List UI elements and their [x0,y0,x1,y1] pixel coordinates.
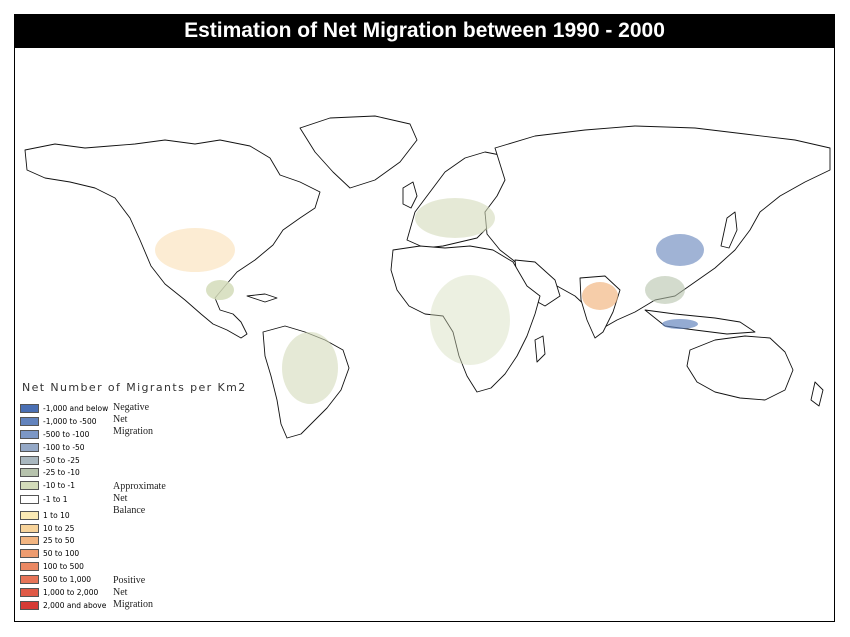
legend-swatch [20,456,39,465]
legend-item: 500 to 1,000 [20,574,91,585]
legend-item: -25 to -10 [20,467,80,478]
legend-item: 50 to 100 [20,548,79,559]
africa-landmass [390,245,541,393]
uk-landmass [402,181,418,209]
africa-mixed-migration [430,275,510,365]
map-title: Estimation of Net Migration between 1990… [14,14,835,48]
legend-label: 1,000 to 2,000 [43,588,99,597]
japan-landmass [720,211,738,249]
legend-group-line: Positive [113,575,146,586]
legend-swatch [20,511,39,520]
legend-label: 100 to 500 [43,562,84,571]
legend-swatch [20,562,39,571]
legend-item: -50 to -25 [20,455,80,466]
legend-label: 2,000 and above [43,601,107,610]
new-zealand-landmass [810,381,824,407]
legend-group-line: Net [113,587,128,598]
madagascar-landmass [534,335,546,363]
legend-label: 500 to 1,000 [43,575,92,584]
indonesia-islands [644,309,756,335]
legend-item: 1,000 to 2,000 [20,587,98,598]
legend-group-line: Negative [113,402,150,413]
legend-group-positive: Positive Net Migration [113,575,153,611]
legend-label: -50 to -25 [43,456,80,465]
legend-group-line: Migration [113,599,153,610]
legend-swatch [20,404,39,413]
legend-swatch [20,536,39,545]
legend-swatch [20,575,39,584]
mexico-mixed-migration [206,280,234,300]
legend-swatch [20,524,39,533]
legend-swatch [20,430,39,439]
europe-mixed-migration [415,198,495,238]
legend-label: -100 to -50 [43,443,85,452]
legend-item: 1 to 10 [20,510,70,521]
legend-label: 1 to 10 [43,511,70,520]
world-map [24,115,831,439]
legend-item: -500 to -100 [20,429,89,440]
legend-swatch [20,588,39,597]
legend-item: -1,000 and below [20,403,108,414]
legend-item: 100 to 500 [20,561,84,572]
legend-swatch [20,601,39,610]
greenland-landmass [299,115,418,189]
legend-group-negative: Negative Net Migration [113,402,153,438]
legend-item: 10 to 25 [20,523,74,534]
legend-label: -1 to 1 [43,495,68,504]
legend-group-line: Net [113,414,128,425]
legend-item: -10 to -1 [20,480,75,491]
caribbean-islands [246,293,278,303]
legend-label: -500 to -100 [43,430,90,439]
legend-label: -1,000 to -500 [43,417,97,426]
legend-swatch [20,495,39,504]
legend-item: -100 to -50 [20,442,85,453]
china-negative-migration [656,234,704,266]
legend-item: -1,000 to -500 [20,416,97,427]
southeast-asia-mixed-migration [645,276,685,304]
legend-label: 10 to 25 [43,524,75,533]
legend-swatch [20,468,39,477]
legend-title: Net Number of Migrants per Km2 [22,381,247,394]
legend-label: 50 to 100 [43,549,80,558]
indonesia-negative-migration [662,319,698,329]
legend-swatch [20,549,39,558]
legend-item: 25 to 50 [20,535,74,546]
legend-swatch [20,481,39,490]
legend-item: -1 to 1 [20,494,68,505]
legend-label: -1,000 and below [43,404,109,413]
australia-landmass [686,335,794,401]
us-positive-migration [155,228,235,272]
legend-item: 2,000 and above [20,600,106,611]
legend-label: 25 to 50 [43,536,75,545]
legend-label: -25 to -10 [43,468,80,477]
legend-group-line: Migration [113,426,153,437]
legend-group-line: Balance [113,505,146,516]
india-positive-migration [582,282,618,310]
legend-group-line: Approximate [113,481,166,492]
legend-group-balance: Approximate Net Balance [113,481,166,517]
legend-swatch [20,443,39,452]
legend-swatch [20,417,39,426]
legend-group-line: Net [113,493,128,504]
legend-label: -10 to -1 [43,481,76,490]
south-america-negative-migration [282,332,338,404]
